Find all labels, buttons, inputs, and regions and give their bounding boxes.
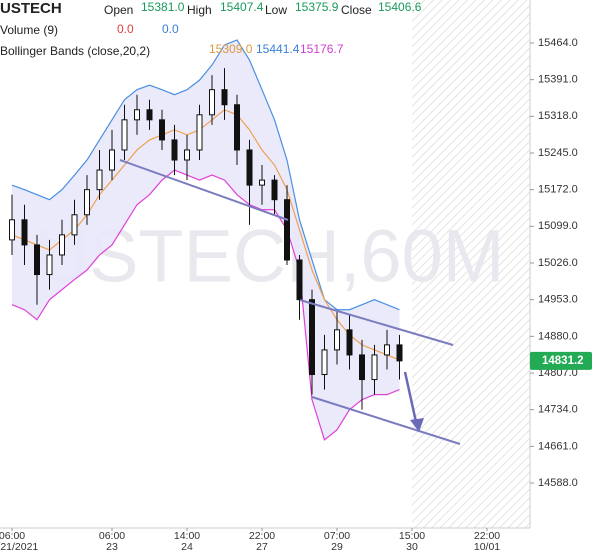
y-tick-label: 14807.0 bbox=[538, 367, 578, 379]
candle-body bbox=[284, 199, 290, 261]
candle-body bbox=[296, 259, 303, 301]
ohlc-label: Close bbox=[341, 3, 372, 17]
candle-body bbox=[96, 169, 103, 191]
trend-line bbox=[311, 396, 461, 445]
candle-body bbox=[271, 179, 278, 201]
candle-body bbox=[9, 219, 15, 241]
x-tick-label: 06:00 23 bbox=[98, 530, 126, 553]
band-upper bbox=[11, 39, 400, 311]
ohlc-value: 15406.6 bbox=[378, 0, 422, 14]
future-region bbox=[412, 0, 530, 528]
candle-body bbox=[59, 234, 65, 256]
x-tick-label: 22:00 27 bbox=[248, 530, 276, 553]
y-tick-label: 14661.0 bbox=[538, 440, 578, 452]
candle-body bbox=[246, 149, 253, 186]
ohlc-value: 15407.4 bbox=[220, 0, 264, 14]
y-tick-label: 15026.0 bbox=[538, 257, 578, 269]
candle-body bbox=[46, 254, 53, 276]
trend-line bbox=[299, 299, 454, 346]
candle-body bbox=[384, 344, 390, 356]
arrow-head bbox=[410, 418, 424, 432]
candle-body bbox=[184, 149, 190, 161]
candle-body bbox=[159, 119, 165, 141]
volume-value: 0.0 bbox=[162, 22, 179, 36]
y-tick-label: 15391.0 bbox=[538, 74, 578, 86]
candle-body bbox=[21, 219, 28, 246]
candle-body bbox=[34, 244, 40, 276]
candle-body bbox=[309, 299, 315, 376]
candle-body bbox=[234, 104, 240, 151]
candle-body bbox=[321, 349, 328, 376]
y-tick-label: 15099.0 bbox=[538, 220, 578, 232]
candle-body bbox=[259, 179, 265, 186]
ohlc-label: Low bbox=[265, 3, 288, 17]
y-tick-label: 14880.0 bbox=[538, 330, 578, 342]
candle-body bbox=[396, 344, 403, 362]
ohlc-label: Open bbox=[104, 3, 134, 17]
y-tick-label: 15245.0 bbox=[538, 147, 578, 159]
band-lower bbox=[11, 169, 400, 441]
ohlc-label: High bbox=[187, 3, 212, 17]
y-tick-label: 14953.0 bbox=[538, 294, 578, 306]
candle-body bbox=[371, 354, 378, 381]
bb-label: Bollinger Bands (close,20,2) bbox=[0, 44, 151, 58]
symbol: USTECH bbox=[0, 0, 62, 17]
candle-body bbox=[171, 139, 178, 161]
x-tick-label: 06:00 09/21/2021 bbox=[0, 530, 39, 553]
x-tick-label: 14:00 24 bbox=[173, 530, 201, 553]
arrow-line bbox=[403, 371, 418, 423]
last-price-label: 14831.2 bbox=[542, 355, 584, 367]
volume-value: 0.0 bbox=[117, 22, 134, 36]
ohlc-value: 15381.0 bbox=[141, 0, 185, 14]
candle-body bbox=[146, 109, 153, 121]
bb-value: 15309.0 bbox=[209, 42, 253, 56]
bb-value: 15441.4 bbox=[256, 42, 300, 56]
ohlc-value: 15375.9 bbox=[295, 0, 339, 14]
y-tick-label: 15318.0 bbox=[538, 110, 578, 122]
y-tick-label: 14588.0 bbox=[538, 477, 578, 489]
candle-body bbox=[209, 89, 215, 116]
candle-body bbox=[334, 329, 340, 351]
volume-label: Volume (9) bbox=[0, 23, 59, 37]
band-fill bbox=[12, 39, 400, 440]
candle-body bbox=[121, 119, 128, 151]
candle-body bbox=[196, 114, 203, 151]
candle-body bbox=[221, 89, 228, 106]
x-tick-label: 15:00 30 bbox=[398, 530, 426, 553]
candle-body bbox=[359, 354, 365, 381]
candle-body bbox=[134, 109, 140, 121]
candle-body bbox=[346, 329, 353, 356]
y-tick-label: 14734.0 bbox=[538, 404, 578, 416]
candle-body bbox=[84, 189, 90, 216]
last-price-box bbox=[530, 351, 592, 370]
candle-body bbox=[109, 149, 115, 171]
trend-line bbox=[119, 159, 289, 221]
y-tick-label: 15464.0 bbox=[538, 37, 578, 49]
y-tick-label: 15172.0 bbox=[538, 184, 578, 196]
x-tick-label: 07:00 29 bbox=[323, 530, 351, 553]
x-tick-label: 22:00 10/01 bbox=[473, 530, 501, 553]
candle-body bbox=[71, 214, 78, 236]
bb-value: 15176.7 bbox=[300, 42, 344, 56]
